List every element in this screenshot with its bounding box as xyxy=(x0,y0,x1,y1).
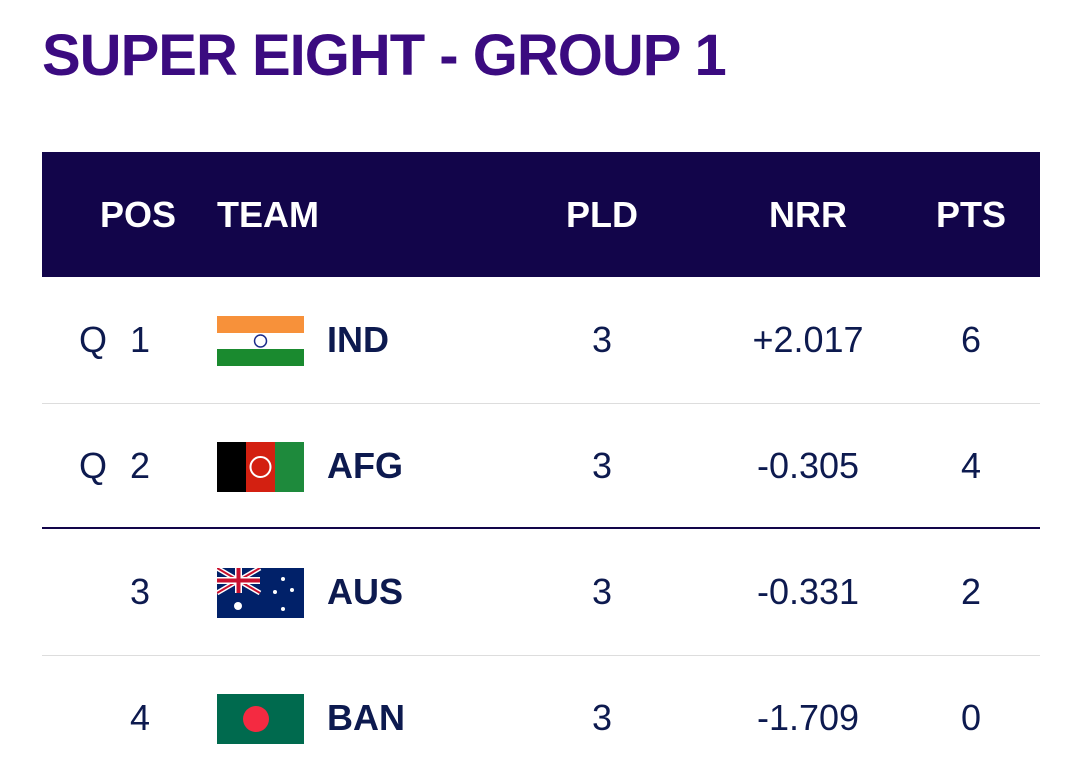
team-name: AUS xyxy=(327,571,404,612)
position: 4 xyxy=(129,697,151,738)
played: 3 xyxy=(591,697,613,738)
points: 6 xyxy=(960,319,982,360)
points: 0 xyxy=(960,697,982,738)
team-name: IND xyxy=(327,319,389,360)
played: 3 xyxy=(591,571,613,612)
table-header: POS TEAM PLD NRR PTS xyxy=(42,152,1040,277)
column-header: POS xyxy=(100,194,177,235)
column-header: PLD xyxy=(566,194,638,235)
column-header: NRR xyxy=(769,194,847,235)
qualifier: Q xyxy=(78,445,108,486)
table-row: 4 BAN 3 -1.709 0 xyxy=(42,655,1040,781)
net-run-rate: -0.331 xyxy=(756,571,860,612)
points: 4 xyxy=(960,445,982,486)
team-name: AFG xyxy=(327,445,403,486)
position: 3 xyxy=(129,571,151,612)
page-title: SUPER EIGHT - GROUP 1 xyxy=(42,23,727,88)
column-header: TEAM xyxy=(217,194,319,235)
flag xyxy=(217,694,304,744)
team-name: BAN xyxy=(327,697,405,738)
table-row: Q 1 IND 3 +2.017 6 xyxy=(42,277,1040,404)
flag xyxy=(217,442,304,492)
played: 3 xyxy=(591,319,613,360)
table-row: Q 2 AFG 3 -0.305 4 xyxy=(42,403,1040,529)
table-row: 3 AUS 3 -0.331 2 xyxy=(42,529,1040,656)
net-run-rate: -0.305 xyxy=(756,445,860,486)
position: 1 xyxy=(129,319,151,360)
column-header: PTS xyxy=(935,194,1007,235)
flag xyxy=(217,316,304,366)
points: 2 xyxy=(960,571,982,612)
net-run-rate: -1.709 xyxy=(756,697,860,738)
net-run-rate: +2.017 xyxy=(752,319,864,360)
position: 2 xyxy=(129,445,151,486)
flag xyxy=(217,568,304,618)
played: 3 xyxy=(591,445,613,486)
qualifier: Q xyxy=(78,319,108,360)
